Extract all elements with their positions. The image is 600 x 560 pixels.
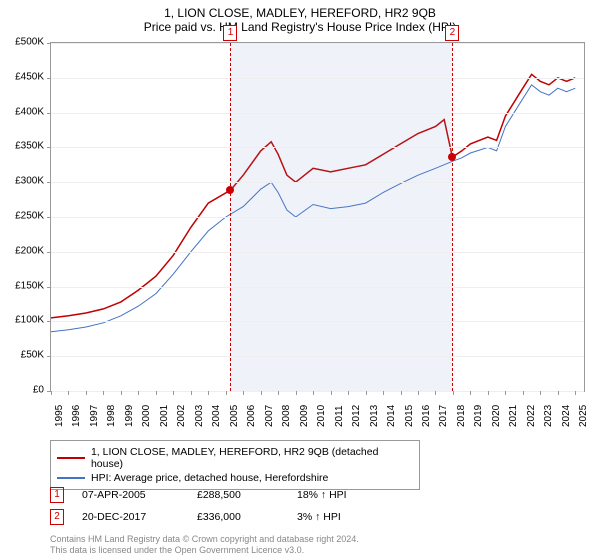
y-axis-label: £450K <box>15 71 44 82</box>
sale-marker-box: 1 <box>223 25 237 41</box>
sale-row-marker: 2 <box>50 509 64 525</box>
x-axis-label: 2009 <box>299 405 310 427</box>
x-axis-label: 2022 <box>526 405 537 427</box>
y-tick <box>47 321 51 322</box>
gridline <box>51 217 584 218</box>
y-axis-label: £400K <box>15 106 44 117</box>
sale-date: 20-DEC-2017 <box>82 511 197 523</box>
x-axis-label: 1998 <box>106 405 117 427</box>
x-axis-label: 2025 <box>578 405 589 427</box>
gridline <box>51 356 584 357</box>
sale-row: 2 20-DEC-2017£336,0003% ↑ HPI <box>50 506 347 528</box>
gridline <box>51 391 584 392</box>
x-axis-label: 2013 <box>369 405 380 427</box>
gridline <box>51 147 584 148</box>
y-axis-label: £50K <box>21 350 44 361</box>
sale-row-marker: 1 <box>50 487 64 503</box>
gridline <box>51 43 584 44</box>
legend-item: 1, LION CLOSE, MADLEY, HEREFORD, HR2 9QB… <box>57 445 413 471</box>
x-axis-label: 2007 <box>264 405 275 427</box>
y-tick <box>47 252 51 253</box>
x-axis-label: 2024 <box>561 405 572 427</box>
chart-subtitle: Price paid vs. HM Land Registry's House … <box>0 20 600 38</box>
footer-attribution: Contains HM Land Registry data © Crown c… <box>50 534 359 556</box>
sales-table: 1 07-APR-2005£288,50018% ↑ HPI 2 20-DEC-201… <box>50 484 347 528</box>
sale-marker-box: 2 <box>445 25 459 41</box>
legend: 1, LION CLOSE, MADLEY, HEREFORD, HR2 9QB… <box>50 440 420 490</box>
y-axis: £0£50K£100K£150K£200K£250K£300K£350K£400… <box>0 42 48 392</box>
y-axis-label: £350K <box>15 141 44 152</box>
x-axis-label: 1999 <box>124 405 135 427</box>
sale-dashed-line <box>452 43 453 391</box>
footer-line1: Contains HM Land Registry data © Crown c… <box>50 534 359 545</box>
x-axis-label: 2020 <box>491 405 502 427</box>
y-tick <box>47 287 51 288</box>
legend-swatch <box>57 477 85 479</box>
y-tick <box>47 43 51 44</box>
x-axis-label: 2019 <box>473 405 484 427</box>
sale-delta: 3% ↑ HPI <box>297 511 341 523</box>
y-axis-label: £300K <box>15 176 44 187</box>
x-axis-label: 2006 <box>246 405 257 427</box>
x-axis-label: 2018 <box>456 405 467 427</box>
y-axis-label: £500K <box>15 37 44 48</box>
x-axis-label: 2014 <box>386 405 397 427</box>
x-axis-label: 2002 <box>176 405 187 427</box>
y-tick <box>47 217 51 218</box>
x-axis-label: 2010 <box>316 405 327 427</box>
x-axis-label: 2017 <box>438 405 449 427</box>
x-axis-label: 2000 <box>141 405 152 427</box>
y-tick <box>47 78 51 79</box>
footer-line2: This data is licensed under the Open Gov… <box>50 545 359 556</box>
x-axis-label: 2011 <box>334 405 345 427</box>
legend-swatch <box>57 457 85 459</box>
legend-item: HPI: Average price, detached house, Here… <box>57 471 413 485</box>
x-axis: 1995 1996 1997 1998 1999 2000 2001 2002 2003 2004… <box>50 395 585 435</box>
gridline <box>51 321 584 322</box>
x-axis-label: 2004 <box>211 405 222 427</box>
x-axis-label: 2008 <box>281 405 292 427</box>
x-axis-label: 2003 <box>194 405 205 427</box>
x-axis-label: 2005 <box>229 405 240 427</box>
gridline <box>51 252 584 253</box>
y-axis-label: £0 <box>33 385 44 396</box>
y-tick <box>47 182 51 183</box>
x-axis-label: 2001 <box>159 405 170 427</box>
chart-container: 1, LION CLOSE, MADLEY, HEREFORD, HR2 9QB… <box>0 0 600 560</box>
y-tick <box>47 113 51 114</box>
plot-area <box>50 42 585 392</box>
y-axis-label: £200K <box>15 245 44 256</box>
sale-price: £336,000 <box>197 511 297 523</box>
gridline <box>51 78 584 79</box>
legend-label: HPI: Average price, detached house, Here… <box>91 472 328 484</box>
y-tick <box>47 356 51 357</box>
sale-dot <box>226 186 234 194</box>
sale-dashed-line <box>230 43 231 391</box>
x-axis-label: 1995 <box>54 405 65 427</box>
x-axis-label: 1996 <box>71 405 82 427</box>
sale-dot <box>448 153 456 161</box>
x-axis-label: 1997 <box>89 405 100 427</box>
sale-delta: 18% ↑ HPI <box>297 489 347 501</box>
sale-date: 07-APR-2005 <box>82 489 197 501</box>
sale-price: £288,500 <box>197 489 297 501</box>
y-axis-label: £100K <box>15 315 44 326</box>
chart-title: 1, LION CLOSE, MADLEY, HEREFORD, HR2 9QB <box>0 0 600 20</box>
y-axis-label: £250K <box>15 211 44 222</box>
x-axis-label: 2012 <box>351 405 362 427</box>
x-axis-label: 2016 <box>421 405 432 427</box>
y-tick <box>47 147 51 148</box>
x-axis-label: 2015 <box>404 405 415 427</box>
y-axis-label: £150K <box>15 280 44 291</box>
x-axis-label: 2021 <box>508 405 519 427</box>
gridline <box>51 113 584 114</box>
gridline <box>51 182 584 183</box>
legend-label: 1, LION CLOSE, MADLEY, HEREFORD, HR2 9QB… <box>91 446 413 470</box>
gridline <box>51 287 584 288</box>
sale-row: 1 07-APR-2005£288,50018% ↑ HPI <box>50 484 347 506</box>
x-axis-label: 2023 <box>543 405 554 427</box>
